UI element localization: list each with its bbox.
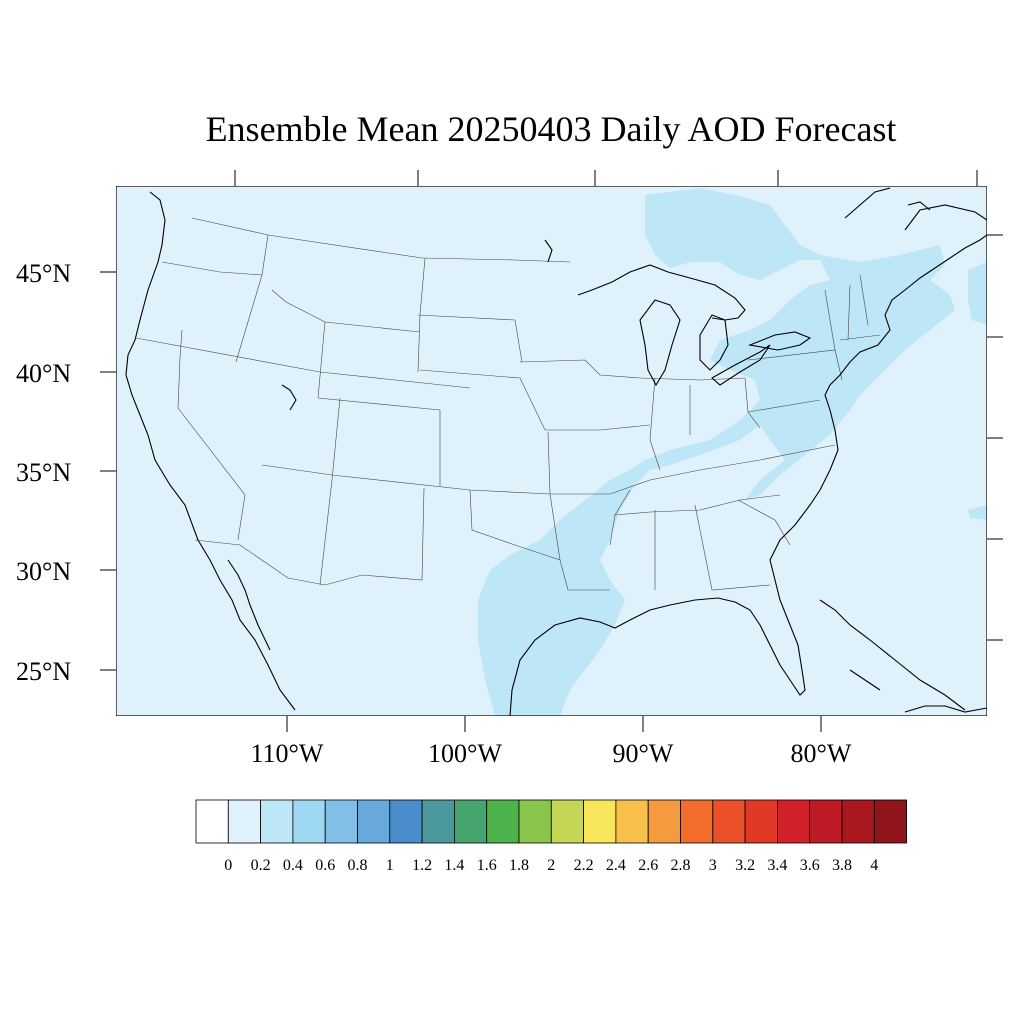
colorbar-swatch [324,799,358,844]
colorbar-swatch [809,799,843,844]
colorbar-swatch [453,799,488,844]
lat-label: 25°N [16,657,71,686]
colorbar-level-label: 0.4 [283,857,303,874]
coastlines [125,187,987,716]
colorbar-swatch [615,799,649,844]
colorbar-swatch [873,799,907,844]
lat-label: 40°N [16,359,71,388]
map-plot-area [116,186,987,716]
aod-region-east [478,188,955,716]
lon-label: 90°W [613,739,674,768]
colorbar-level-label: 2.6 [638,857,658,874]
colorbar-swatch [550,799,584,844]
latitude-labels: 45°N 40°N 35°N 30°N 25°N [16,259,71,686]
colorbar-swatch [195,799,229,844]
colorbar-level-label: 1.2 [412,857,432,874]
colorbar-swatch [227,799,262,844]
lon-label: 110°W [251,739,324,768]
colorbar-labels: 0 0.2 0.4 0.6 0.8 1 1.2 1.4 1.6 1.8 2 2.2 2.4 2.6 2.8 3… [224,857,878,874]
lat-label: 45°N [16,259,71,288]
colorbar-swatch [680,799,714,844]
lon-label: 100°W [428,739,502,768]
colorbar [195,799,907,844]
aod-region-atlantic-south [968,505,987,520]
state-boundaries [135,217,881,591]
colorbar-level-label: 0.8 [348,857,368,874]
longitude-labels: 110°W 100°W 90°W 80°W [251,739,852,768]
colorbar-level-label: 1.8 [509,857,529,874]
lon-label: 80°W [791,739,852,768]
aod-region-atlantic-east [968,262,987,325]
colorbar-level-label: 3.8 [832,857,852,874]
colorbar-swatch [389,799,423,844]
colorbar-level-label: 0.6 [315,857,335,874]
colorbar-level-label: 2 [547,857,555,874]
colorbar-level-label: 0.2 [251,857,271,874]
colorbar-level-label: 1.4 [444,857,464,874]
colorbar-level-label: 2.2 [574,857,594,874]
colorbar-swatch [260,799,294,844]
colorbar-level-label: 4 [870,857,878,874]
colorbar-level-label: 3.6 [800,857,820,874]
colorbar-swatch [421,799,455,844]
map-title: Ensemble Mean 20250403 Daily AOD Forecas… [205,109,897,149]
lat-label: 30°N [16,557,71,586]
axis-ticks [100,170,1003,732]
lat-label: 35°N [16,458,71,487]
colorbar-swatch [712,799,746,844]
colorbar-level-label: 2.4 [606,857,626,874]
colorbar-level-label: 3.4 [767,857,787,874]
colorbar-swatch [647,799,681,844]
colorbar-swatch [583,799,617,844]
colorbar-level-label: 3.2 [735,857,755,874]
colorbar-swatch [292,799,326,844]
colorbar-level-label: 1.6 [477,857,497,874]
colorbar-level-label: 2.8 [671,857,691,874]
colorbar-swatch [777,799,811,844]
colorbar-swatch [841,799,875,844]
colorbar-swatch [744,799,778,844]
colorbar-level-label: 0 [224,857,232,874]
colorbar-level-label: 1 [386,857,394,874]
colorbar-swatch [518,799,552,844]
colorbar-swatch [357,799,391,844]
colorbar-swatch [486,799,520,844]
colorbar-level-label: 3 [709,857,717,874]
